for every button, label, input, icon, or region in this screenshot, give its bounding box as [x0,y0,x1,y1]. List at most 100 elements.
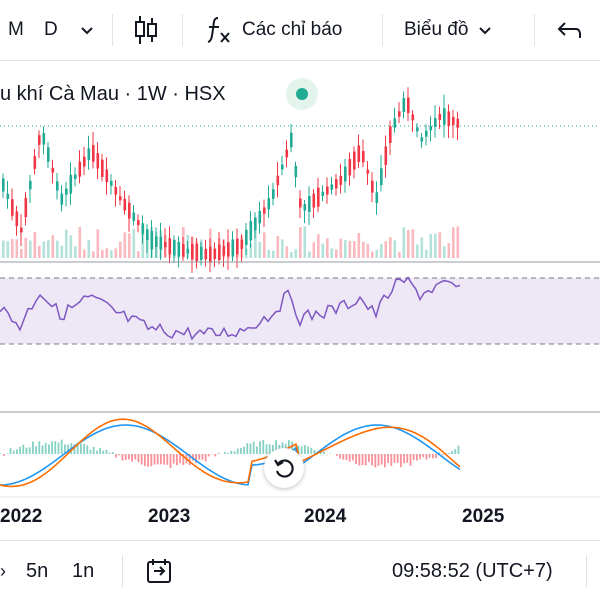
macd-histogram-bar [173,454,175,464]
candle-body [259,211,262,223]
volume-bar [349,241,352,258]
macd-histogram-bar [246,443,248,454]
interval-month-label: M [8,19,24,41]
chevron-down-icon [478,23,492,37]
toolbar-divider [534,14,535,46]
calendar-goto-icon [146,558,174,584]
macd-histogram-bar [256,447,258,454]
candle-body [335,179,338,188]
indicators-label: Các chỉ báo [242,19,342,41]
candle-body [322,192,325,196]
volume-bar [119,242,122,258]
candle-body [304,204,307,211]
volume-bar [286,246,289,258]
macd-histogram-bar [138,454,140,462]
volume-bar [169,240,172,258]
undo-button[interactable] [556,0,582,60]
x-axis-label: 2024 [304,506,346,528]
macd-histogram-bar [381,454,383,465]
volume-bar [326,238,329,258]
volume-bar [11,239,14,258]
volume-bar [133,229,136,258]
volume-bar [245,249,248,258]
candle-body [272,189,275,199]
interval-day-label: D [44,19,58,41]
macd-histogram-bar [426,454,428,460]
volume-bar [376,250,379,258]
volume-bar [421,237,424,258]
macd-histogram-bar [307,446,309,454]
macd-histogram-bar [250,444,252,454]
timezone-clock-button[interactable]: 09:58:52 (UTC+7) [392,541,553,601]
macd-histogram-bar [147,454,149,467]
macd-histogram-bar [218,453,220,454]
macd-histogram-bar [355,454,357,464]
toolbar-divider [382,14,383,46]
macd-histogram-bar [406,454,408,463]
candle-body [407,98,410,114]
volume-bar [29,240,32,258]
reset-rotate-icon [272,456,296,480]
macd-histogram-bar [458,446,460,454]
macd-histogram-bar [378,454,380,466]
volume-bar [79,227,82,258]
volume-bar [259,242,262,258]
macd-histogram-bar [93,447,95,454]
range-1n-button[interactable]: 1n [72,541,94,601]
macd-histogram-bar [304,445,306,454]
candle-body [295,166,298,177]
macd-histogram-bar [413,454,415,460]
candle-body [263,207,266,213]
x-axis-label: 2023 [148,506,190,528]
macd-histogram-bar [339,454,341,459]
candle-body [61,194,64,205]
candle-body [106,170,109,183]
macd-histogram-bar [371,454,373,465]
market-status-indicator [286,78,318,110]
candle-body [362,151,365,162]
range-1n-label: 1n [72,560,94,583]
candle-body [385,146,388,164]
indicators-button[interactable]: Các chỉ báo [204,0,342,60]
macd-histogram-bar [266,444,268,454]
volume-bar [241,236,244,258]
date-range-button[interactable] [146,541,174,601]
interval-dropdown-button[interactable] [80,0,94,60]
volume-bar [281,239,284,258]
volume-bar [43,242,46,258]
candle-body [16,211,19,226]
macd-histogram-bar [422,454,424,457]
candle-body [137,220,140,225]
candle-body [430,126,433,130]
chart-type-dropdown[interactable]: Biểu đồ [404,0,492,60]
macd-histogram-bar [128,454,130,459]
macd-histogram-bar [115,454,117,458]
chart-style-button[interactable] [132,0,160,60]
range-prev-button[interactable]: › [0,541,6,601]
range-5n-label: 5n [26,560,48,583]
volume-bar [313,242,316,258]
status-dot-icon [296,88,308,100]
volume-bar [47,240,50,258]
interval-month-button[interactable]: M [8,0,24,60]
range-5n-button[interactable]: 5n [26,541,48,601]
macd-histogram-bar [365,454,367,465]
candle-body [11,199,14,216]
candle-body [403,98,406,112]
reset-chart-button[interactable] [264,448,304,488]
candle-body [281,165,284,170]
volume-bar [164,235,167,258]
volume-bar [340,239,343,258]
candle-body [38,135,41,145]
volume-bar [52,235,55,258]
symbol-legend[interactable]: u khí Cà Mau · 1W · HSX [0,80,226,108]
volume-bar [272,251,275,258]
volume-bar [389,237,392,258]
volume-bar [151,227,154,258]
x-axis-label: 2022 [0,506,42,528]
candle-body [434,118,437,127]
interval-day-button[interactable]: D [44,0,58,60]
candle-body [52,168,55,173]
volume-bar [416,244,419,258]
volume-bar [322,244,325,258]
